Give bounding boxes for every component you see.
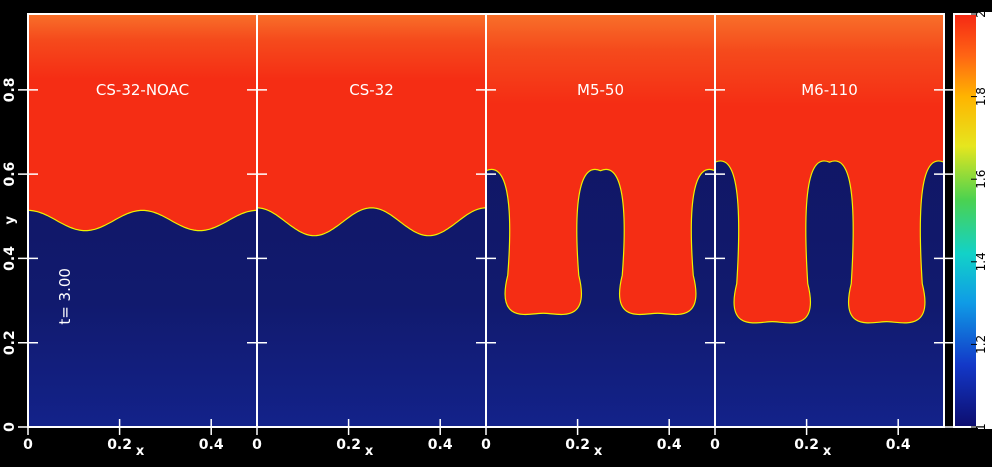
x-tick-label: 0.4 [657, 437, 682, 453]
colorbar-frame [953, 13, 978, 428]
time-label: t= 3.00 [56, 268, 74, 325]
x-tick-label: 0.2 [336, 437, 361, 453]
x-tick-label: 0.2 [794, 437, 819, 453]
frames-layer [27, 13, 945, 428]
x-tick-label: 0 [481, 437, 491, 453]
x-tick-label: 0 [23, 437, 33, 453]
heavy-fluid [28, 14, 257, 232]
x-tick-label: 0 [252, 437, 262, 453]
x-tick-label: 0.2 [565, 437, 590, 453]
panels-layer: CS-32-NOAC CS-32 M5-50 M6-110 [28, 14, 944, 427]
panel-label: CS-32-NOAC [96, 81, 189, 99]
x-axis: 0 0.2 0.4 x 0 0.2 0.4 x 0 0.2 0.4 x 0 0.2 0.4 x [23, 419, 911, 459]
colorbar-gradient [954, 14, 977, 427]
colorbar-label-strip [978, 12, 992, 429]
heavy-fluid [257, 14, 486, 237]
y-tick-label: 0.8 [2, 77, 18, 102]
y-tick-label: 0.2 [2, 330, 18, 355]
y-tick-label: 0.6 [2, 162, 18, 187]
x-axis-label: x [365, 444, 374, 459]
colorbar-tick-label: 1 [974, 423, 988, 431]
y-tick-label: 0 [2, 422, 18, 432]
x-tick-label: 0.4 [199, 437, 224, 453]
colorbar: 1 1.2 1.4 1.6 1.8 2 [953, 10, 992, 431]
panel-label: M5-50 [577, 81, 624, 99]
x-tick-label: 0.4 [886, 437, 911, 453]
panel-frame [714, 13, 945, 428]
panel-label: M6-110 [801, 81, 858, 99]
y-axis: 0 0.2 0.4 0.6 0.8 y [2, 77, 954, 432]
x-tick-label: 0.2 [107, 437, 132, 453]
panel-1: CS-32 [257, 14, 486, 427]
colorbar-tick-label: 1.4 [974, 252, 988, 271]
colorbar-tick-label: 1.2 [974, 335, 988, 354]
colorbar-tick-label: 1.8 [974, 87, 988, 106]
panel-3: M6-110 [715, 14, 944, 427]
colorbar-tick-label: 2 [974, 10, 988, 18]
x-axis-label: x [823, 444, 832, 459]
y-tick-label: 0.4 [2, 246, 18, 271]
panel-label: CS-32 [349, 81, 394, 99]
panel-2: M5-50 [486, 14, 715, 427]
colorbar-tick-label: 1.6 [974, 170, 988, 189]
x-axis-label: x [594, 444, 603, 459]
x-axis-label: x [136, 444, 145, 459]
y-axis-label: y [3, 216, 18, 225]
x-tick-label: 0 [710, 437, 720, 453]
panel-0: CS-32-NOAC [28, 14, 257, 427]
x-tick-label: 0.4 [428, 437, 453, 453]
heavy-fluid [715, 14, 944, 324]
heavy-fluid [486, 14, 715, 316]
